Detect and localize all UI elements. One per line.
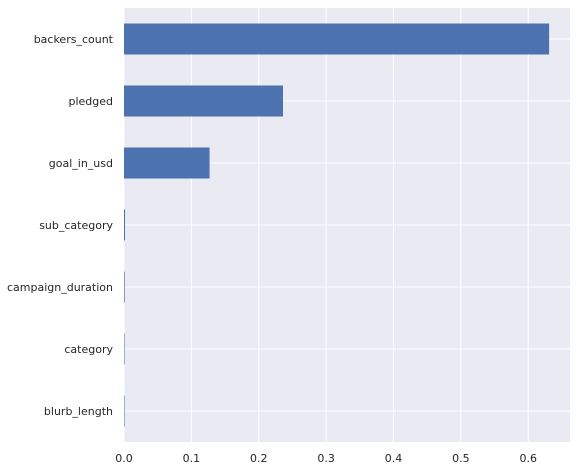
x-tick-labels: 0.0 0.1 0.2 0.3 0.4 0.5 0.6 xyxy=(115,452,537,465)
bar-blurb-length xyxy=(124,395,125,427)
bar-sub-category xyxy=(124,209,126,241)
y-tick-label: pledged xyxy=(68,95,113,108)
x-tick-label: 0.1 xyxy=(183,452,201,465)
bar-goal-in-usd xyxy=(124,147,210,179)
y-tick-label: blurb_length xyxy=(44,405,113,418)
x-tick-label: 0.5 xyxy=(452,452,470,465)
y-tick-label: campaign_duration xyxy=(7,281,113,294)
x-tick-label: 0.3 xyxy=(317,452,335,465)
bar-campaign-duration xyxy=(124,271,125,303)
x-tick-label: 0.2 xyxy=(250,452,268,465)
bar-pledged xyxy=(124,85,283,117)
x-tick-label: 0.4 xyxy=(385,452,403,465)
y-tick-label: sub_category xyxy=(39,219,113,232)
x-tick-label: 0.6 xyxy=(519,452,537,465)
y-tick-label: category xyxy=(64,343,113,356)
bar-backers-count xyxy=(124,23,550,55)
bars xyxy=(124,23,550,427)
x-tick-label: 0.0 xyxy=(115,452,133,465)
y-tick-label: backers_count xyxy=(34,33,114,46)
bar-category xyxy=(124,333,125,365)
y-tick-label: goal_in_usd xyxy=(49,157,113,170)
